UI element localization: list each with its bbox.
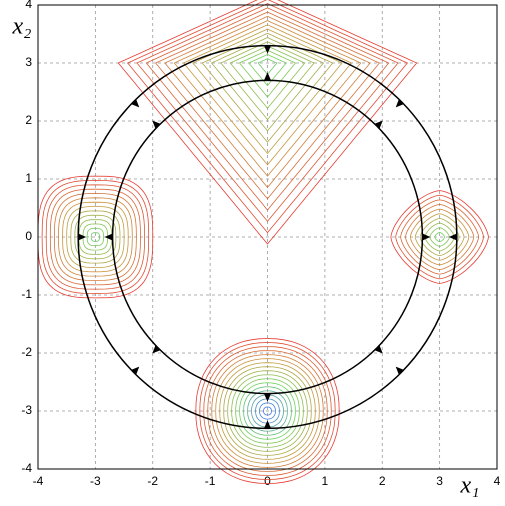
flow-arrow: [264, 72, 271, 81]
y-tick-label: -2: [21, 345, 32, 359]
contour-line: [207, 350, 328, 472]
flow-arrow: [264, 393, 271, 402]
x-tick-label: -2: [147, 474, 158, 488]
contour-line: [414, 213, 465, 261]
contour-line: [231, 374, 304, 448]
flow-arrow: [104, 233, 113, 241]
contour-line: [409, 208, 470, 266]
flow-arrow: [152, 345, 161, 354]
contour-line: [211, 354, 324, 468]
flow-arrow: [448, 233, 457, 241]
contour-line: [229, 45, 306, 109]
y-tick-label: 1: [25, 171, 32, 185]
x-axis-label: x₁: [460, 473, 480, 499]
contour-line: [90, 232, 100, 242]
contour-line: [53, 193, 137, 281]
flow-arrow: [78, 233, 87, 241]
contour-line: [219, 362, 316, 460]
contour-line: [201, 32, 334, 143]
contour-line: [255, 398, 280, 424]
contour-line: [257, 58, 278, 75]
contour-line: [145, 7, 390, 211]
contour-line: [259, 402, 276, 420]
x-tick-label: -3: [90, 474, 101, 488]
contour-line: [238, 49, 297, 98]
contour-line: [182, 24, 353, 166]
x-tick-label: 1: [322, 474, 329, 488]
x-tick-label: -1: [205, 474, 216, 488]
y-tick-label: 0: [25, 229, 32, 243]
y-tick-label: 4: [25, 0, 32, 11]
contour-line: [136, 3, 399, 222]
plot-frame: [37, 4, 498, 470]
contour-line: [203, 346, 332, 476]
y-axis-label: x₂: [12, 14, 32, 40]
contour-line: [220, 41, 315, 121]
x-tick-label: 0: [264, 474, 271, 488]
flow-arrow: [374, 345, 383, 354]
contour-line: [251, 394, 284, 428]
contour-line: [263, 406, 272, 416]
contour-line: [390, 190, 489, 284]
x-tick-label: 2: [379, 474, 386, 488]
contour-line: [195, 338, 340, 484]
flow-arrow: [395, 366, 404, 375]
contour-line: [434, 232, 445, 242]
contour-line: [70, 210, 121, 264]
flow-arrow: [395, 99, 404, 108]
flow-arrow: [374, 120, 383, 129]
contour-line: [45, 184, 146, 290]
contour-line: [117, 0, 418, 245]
contour-line: [227, 370, 308, 452]
contour-line: [223, 366, 312, 456]
contour-line: [235, 378, 300, 444]
x-tick-label: 3: [436, 474, 443, 488]
contour-line: [192, 28, 343, 155]
contour-line: [126, 0, 409, 234]
contour-line: [405, 204, 475, 270]
flow-arrow: [422, 233, 431, 241]
contour-line: [173, 20, 362, 177]
contour-line: [210, 37, 325, 132]
y-tick-label: -4: [21, 461, 32, 475]
flow-arrow: [131, 99, 140, 108]
y-tick-label: 3: [25, 55, 32, 69]
contour-line: [199, 342, 336, 480]
x-tick-label: -4: [33, 474, 44, 488]
contour-line: [58, 197, 133, 277]
contour-line: [41, 179, 150, 295]
y-tick-label: -3: [21, 403, 32, 417]
y-tick-label: 2: [25, 113, 32, 127]
contour-line: [66, 206, 125, 268]
flow-arrow: [131, 366, 140, 375]
contour-line: [49, 188, 141, 286]
contour-line: [395, 194, 484, 280]
flow-arrow: [152, 120, 161, 129]
contour-line: [419, 217, 460, 257]
contour-line: [243, 386, 292, 436]
contour-line: [215, 358, 320, 464]
contour-line: [74, 214, 117, 260]
flow-arrow: [264, 45, 271, 54]
contour-line: [86, 227, 105, 247]
x-tick-label: 4: [494, 474, 501, 488]
contour-line: [154, 11, 381, 200]
contour-line: [164, 15, 371, 189]
flow-arrow: [264, 420, 271, 429]
contour-line: [239, 382, 296, 440]
y-tick-label: -1: [21, 287, 32, 301]
